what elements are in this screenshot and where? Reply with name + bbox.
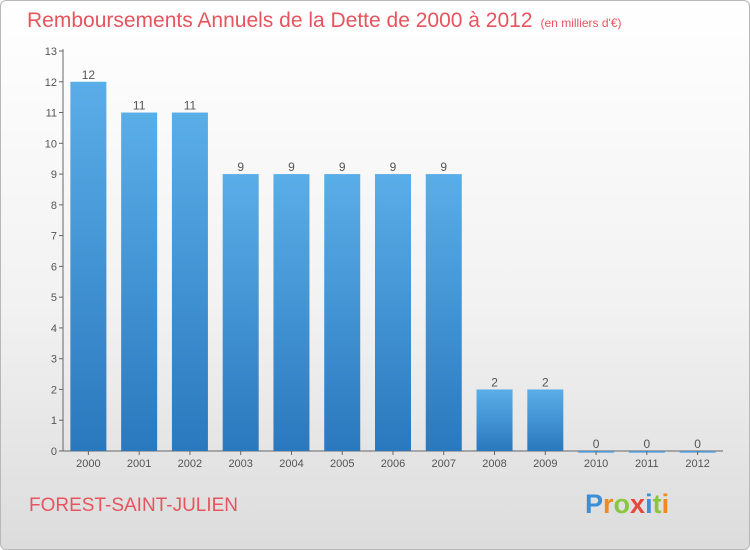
y-tick-label: 10	[45, 138, 57, 150]
bar	[273, 174, 310, 452]
bar	[324, 174, 361, 452]
data-label: 0	[644, 437, 651, 451]
data-label: 9	[390, 160, 397, 174]
data-label: 2	[491, 375, 498, 389]
bar	[425, 174, 462, 452]
logo-letter: x	[630, 489, 646, 519]
y-tick-label: 1	[51, 415, 57, 427]
y-tick-label: 13	[45, 46, 57, 58]
data-label: 9	[440, 160, 447, 174]
chart-title-text: Remboursements Annuels de la Dette de 20…	[27, 9, 533, 32]
bar	[527, 389, 564, 451]
y-tick-label: 4	[51, 323, 57, 335]
data-label: 9	[339, 160, 346, 174]
logo-letter: t	[652, 489, 662, 519]
y-tick-label: 0	[51, 446, 57, 458]
data-label: 2	[542, 375, 549, 389]
data-label: 9	[288, 160, 295, 174]
data-label: 9	[237, 160, 244, 174]
y-tick-label: 12	[45, 77, 57, 89]
bar	[121, 112, 158, 452]
x-tick-label: 2006	[381, 458, 405, 470]
y-tick-label: 7	[51, 231, 57, 243]
data-label: 11	[133, 99, 146, 113]
bar	[171, 112, 208, 452]
x-tick-label: 2001	[127, 458, 151, 470]
x-tick-label: 2000	[76, 458, 100, 470]
y-tick-label: 8	[51, 200, 57, 212]
data-label: 0	[694, 437, 701, 451]
x-tick-label: 2004	[279, 458, 303, 470]
bar	[375, 174, 411, 452]
chart-title: Remboursements Annuels de la Dette de 20…	[27, 9, 622, 33]
x-tick-label: 2009	[533, 458, 557, 470]
y-tick-label: 9	[51, 169, 57, 181]
y-tick-label: 5	[51, 292, 57, 304]
x-tick-label: 2011	[635, 458, 659, 470]
logo-letter: P	[585, 489, 604, 519]
y-tick-label: 6	[51, 261, 57, 273]
bar	[476, 389, 513, 451]
data-label: 0	[593, 437, 600, 451]
place-name: FOREST-SAINT-JULIEN	[29, 495, 239, 516]
bar	[70, 81, 107, 452]
x-tick-label: 2010	[584, 458, 608, 470]
bar	[222, 174, 259, 452]
x-tick-label: 2002	[178, 458, 202, 470]
data-label: 12	[82, 68, 96, 82]
x-tick-label: 2003	[228, 458, 252, 470]
logo-letter: o	[613, 489, 631, 519]
logo-letter: i	[661, 489, 670, 519]
data-label: 11	[184, 99, 197, 113]
x-tick-label: 2005	[330, 458, 354, 470]
x-tick-label: 2012	[685, 458, 709, 470]
y-tick-label: 11	[46, 108, 57, 120]
x-tick-label: 2008	[482, 458, 506, 470]
y-tick-label: 3	[51, 354, 57, 366]
chart-unit: (en milliers d'€)	[540, 16, 622, 30]
proxiti-logo: Proxiti	[585, 489, 669, 520]
y-tick-label: 2	[51, 384, 57, 396]
logo-letter: i	[645, 489, 653, 519]
logo-letter: r	[603, 489, 614, 519]
x-tick-label: 2007	[432, 458, 456, 470]
